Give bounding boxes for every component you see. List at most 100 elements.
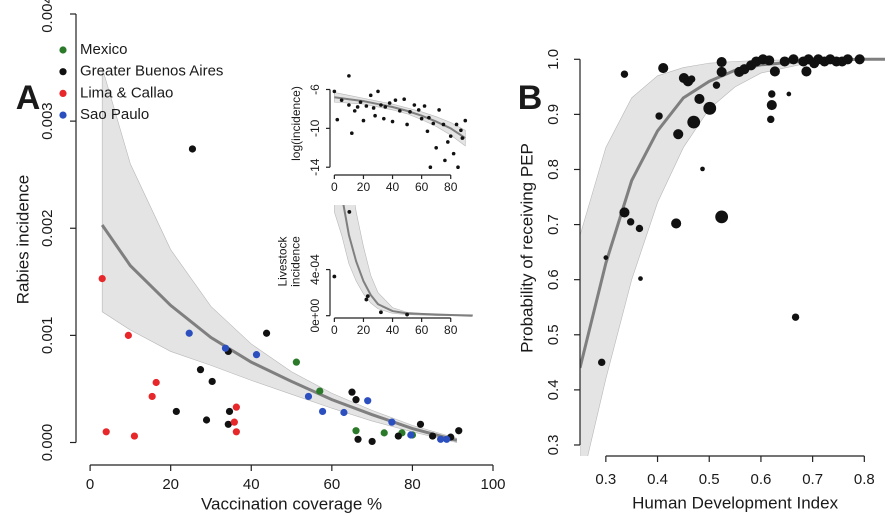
point xyxy=(443,158,447,163)
bubble xyxy=(658,63,669,74)
y-tick-label: 0.003 xyxy=(39,102,56,140)
x-tick-label: 0.5 xyxy=(699,471,720,488)
point xyxy=(202,416,211,424)
point xyxy=(463,118,468,123)
point xyxy=(318,407,327,416)
x-tick-label: 0.6 xyxy=(751,471,772,488)
y-tick-label: 0.9 xyxy=(545,104,562,125)
bubble xyxy=(635,224,644,233)
legend-marker xyxy=(59,111,67,119)
point xyxy=(98,275,106,283)
x-tick-label: 20 xyxy=(357,323,371,337)
point xyxy=(348,388,356,396)
point xyxy=(373,113,377,118)
legend-label: Sao Paulo xyxy=(80,106,149,123)
legend-label: Lima & Callao xyxy=(80,84,173,101)
point xyxy=(416,420,425,428)
point xyxy=(332,89,337,94)
point xyxy=(364,297,369,302)
point xyxy=(407,431,415,439)
bubble xyxy=(716,66,727,78)
point xyxy=(148,392,156,401)
legend-label: Mexico xyxy=(80,41,128,58)
bubble xyxy=(700,166,705,172)
point xyxy=(252,351,261,359)
point xyxy=(332,274,337,279)
legend-marker xyxy=(59,46,67,54)
bubble xyxy=(842,54,853,65)
y-axis-label: incidence xyxy=(289,236,303,287)
point xyxy=(456,165,460,170)
point xyxy=(387,101,392,105)
plot-area xyxy=(332,205,473,317)
confidence-band xyxy=(334,92,466,147)
point xyxy=(352,109,357,113)
y-tick-label: 0.5 xyxy=(545,324,562,345)
y-axis-label: Rabies incidence xyxy=(13,175,32,304)
point xyxy=(380,429,388,437)
x-tick-label: 60 xyxy=(415,180,429,194)
point xyxy=(443,435,451,443)
point xyxy=(172,407,180,416)
point xyxy=(152,378,160,387)
x-tick-label: 0.8 xyxy=(854,471,875,488)
x-tick-label: 0 xyxy=(331,180,338,194)
point xyxy=(225,407,234,416)
point xyxy=(102,428,110,436)
y-axis-label: log(incidence) xyxy=(289,86,303,161)
point xyxy=(364,104,369,108)
plot-area xyxy=(98,67,463,446)
x-axis-label: Vaccination coverage % xyxy=(201,494,382,513)
bubble xyxy=(788,54,799,65)
x-tick-label: 80 xyxy=(444,180,458,194)
bubble xyxy=(619,207,630,218)
point xyxy=(361,118,366,123)
point xyxy=(376,89,380,94)
fit-line xyxy=(342,205,473,317)
point xyxy=(394,432,402,440)
legend-marker xyxy=(59,68,67,76)
point xyxy=(412,103,417,107)
y-tick-label: 0.7 xyxy=(545,214,562,235)
point xyxy=(398,109,402,113)
y-axis-label: Livestock xyxy=(276,235,290,286)
bubble xyxy=(603,255,609,260)
x-tick-label: 40 xyxy=(386,180,400,194)
point xyxy=(431,121,436,126)
bubble xyxy=(655,112,663,120)
y-tick-label: 0.3 xyxy=(545,435,562,456)
point xyxy=(232,403,240,411)
point xyxy=(124,331,132,339)
x-axis-label: Human Development Index xyxy=(632,493,839,512)
x-tick-label: 0.4 xyxy=(647,471,668,488)
y-tick-label: 4e-04 xyxy=(308,254,322,285)
point xyxy=(355,105,360,109)
point xyxy=(304,392,313,401)
point xyxy=(232,428,240,436)
bubble xyxy=(766,99,777,111)
point xyxy=(428,165,433,170)
point xyxy=(446,140,450,144)
point xyxy=(365,294,370,298)
point xyxy=(448,134,453,138)
confidence-band xyxy=(580,58,885,456)
bubble xyxy=(764,55,775,66)
x-tick-label: 0.7 xyxy=(802,471,823,488)
x-tick-label: 60 xyxy=(415,323,429,337)
legend-label: Greater Buenos Aires xyxy=(80,63,223,80)
bubble xyxy=(854,54,865,65)
x-tick-label: 100 xyxy=(480,476,505,493)
point xyxy=(428,432,437,440)
y-tick-label: 0.6 xyxy=(545,269,562,290)
point xyxy=(402,97,406,102)
point xyxy=(368,93,373,98)
point xyxy=(422,104,427,108)
panel-label: A xyxy=(16,79,41,117)
bubble xyxy=(687,75,696,83)
point xyxy=(379,103,383,107)
point xyxy=(393,98,398,102)
point xyxy=(437,435,445,443)
plot-area xyxy=(580,54,885,456)
point xyxy=(224,420,232,428)
